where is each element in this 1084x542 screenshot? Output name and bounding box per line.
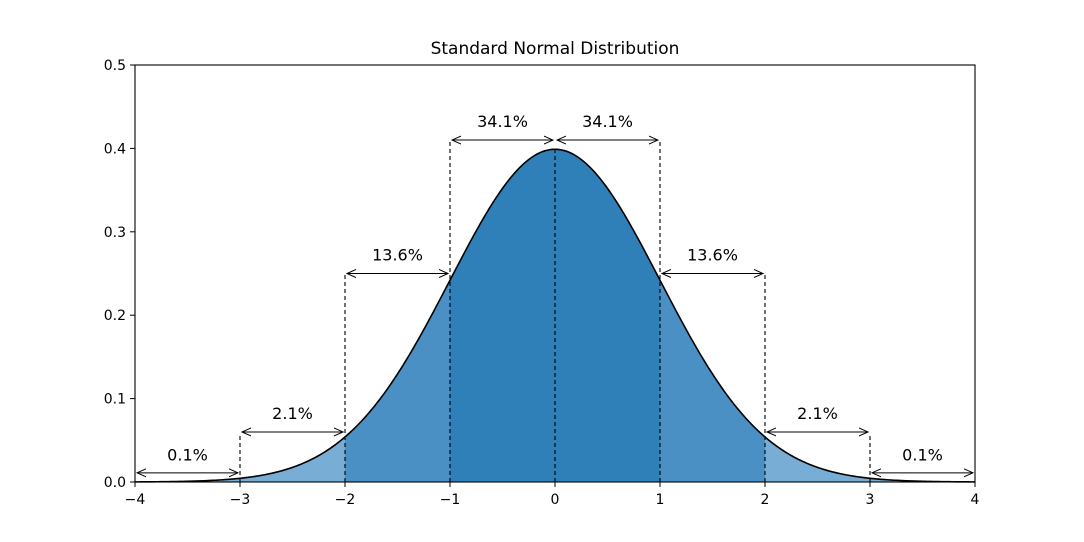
y-tick-label-0: 0.0 — [104, 475, 126, 491]
x-tick-label-8: 4 — [971, 492, 980, 508]
annotations: 0.1% 2.1% 13.6% 34.1% 34.1% 13.6% 2.1% 0.1% — [137, 112, 973, 473]
y-tick-label-5: 0.5 — [104, 58, 126, 74]
y-tick-label-1: 0.1 — [104, 392, 126, 408]
annotation-label-0: 0.1% — [167, 445, 208, 464]
boundary-lines — [239, 140, 871, 482]
annotation-label-2: 13.6% — [372, 245, 423, 264]
annotation-label-5: 13.6% — [687, 245, 738, 264]
annotation-label-3: 34.1% — [477, 112, 528, 131]
chart-title: Standard Normal Distribution — [431, 39, 680, 59]
x-tick-label-4: 0 — [551, 492, 560, 508]
y-tick-label-3: 0.3 — [104, 225, 126, 241]
y-tick-label-2: 0.2 — [104, 308, 126, 324]
x-tick-label-6: 2 — [761, 492, 770, 508]
axes: −4 −3 −2 −1 0 1 2 3 4 0.0 0.1 0.2 0.3 0.4 0.5 — [104, 58, 980, 508]
x-tick-label-7: 3 — [866, 492, 875, 508]
y-tick-label-4: 0.4 — [104, 141, 126, 157]
region-6 — [765, 436, 870, 482]
region-1 — [240, 436, 345, 482]
x-tick-label-5: 1 — [656, 492, 665, 508]
region-4 — [555, 149, 660, 482]
annotation-label-4: 34.1% — [582, 112, 633, 131]
x-tick-label-3: −1 — [440, 492, 461, 508]
x-tick-label-2: −2 — [335, 492, 356, 508]
x-tick-label-0: −4 — [125, 492, 146, 508]
pdf-curve — [134, 148, 976, 483]
x-tick-label-1: −3 — [230, 492, 251, 508]
annotation-label-7: 0.1% — [902, 445, 943, 464]
annotation-label-1: 2.1% — [272, 404, 313, 423]
annotation-label-6: 2.1% — [797, 404, 838, 423]
curve-layer — [134, 148, 976, 483]
region-3 — [450, 149, 555, 482]
